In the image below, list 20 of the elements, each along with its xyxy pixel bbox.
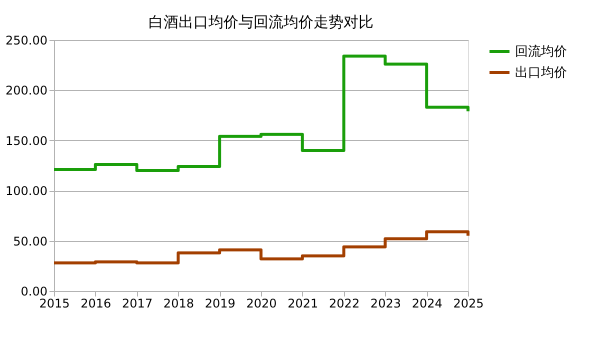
y-tick-label: 100.00: [6, 184, 48, 198]
x-tick-label: 2018: [163, 296, 194, 310]
x-tick-label: 2025: [453, 296, 484, 310]
y-tick-label: 0.00: [20, 284, 48, 298]
x-tick-label: 2016: [80, 296, 112, 310]
x-tick-label: 2020: [246, 296, 277, 310]
legend-label: 回流均价: [515, 44, 567, 60]
x-tick-label: 2022: [329, 296, 360, 310]
x-tick-label: 2024: [412, 296, 442, 310]
x-tick-label: 2019: [204, 296, 236, 310]
y-tick-label: 150.00: [6, 134, 48, 148]
chart-title: 白酒出口均价与回流均价走势对比: [148, 13, 374, 31]
y-tick-label: 200.00: [6, 84, 48, 98]
x-tick-label: 2015: [39, 296, 70, 310]
legend-label: 出口均价: [515, 66, 567, 80]
y-tick-label: 50.00: [13, 234, 48, 248]
x-tick-label: 2017: [122, 296, 153, 310]
x-tick-label: 2021: [288, 296, 318, 310]
x-tick-label: 2023: [370, 296, 401, 310]
y-tick-label: 250.00: [6, 34, 48, 48]
